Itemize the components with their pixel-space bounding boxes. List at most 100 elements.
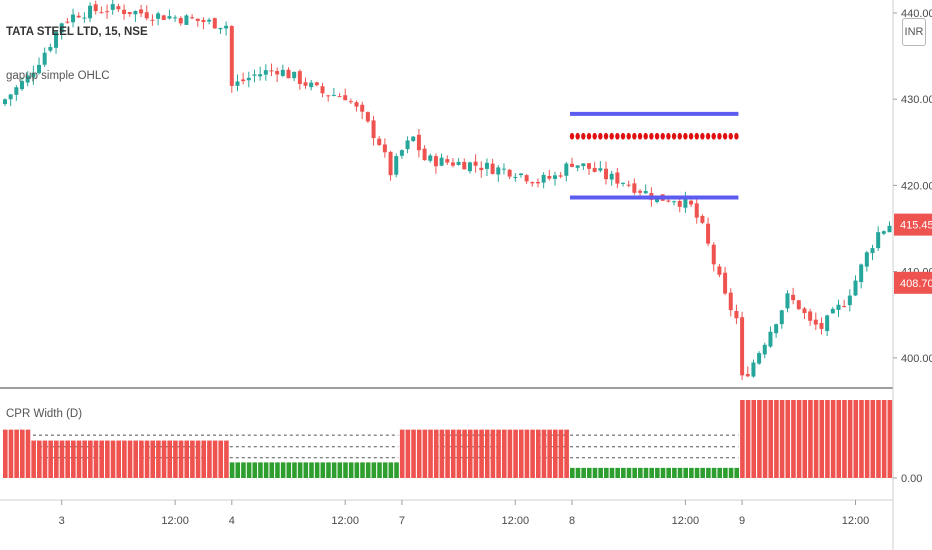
histogram-bar bbox=[570, 467, 575, 478]
histogram-bar bbox=[711, 467, 717, 478]
time-tick-label: 12:00 bbox=[672, 515, 700, 527]
candle bbox=[847, 289, 852, 312]
histogram-bar bbox=[598, 467, 603, 478]
histogram-bar bbox=[184, 440, 190, 478]
histogram-bar bbox=[14, 429, 19, 478]
price-pane[interactable] bbox=[3, 0, 892, 380]
candle bbox=[796, 299, 801, 311]
histogram-bar bbox=[133, 440, 139, 478]
histogram-bar bbox=[819, 400, 825, 478]
histogram-bar bbox=[8, 429, 14, 478]
candle bbox=[541, 172, 546, 189]
histogram-bar bbox=[207, 440, 212, 478]
candle bbox=[88, 2, 93, 23]
histogram-bar bbox=[587, 467, 592, 478]
time-tick-label: 12:00 bbox=[502, 515, 530, 527]
histogram-bar bbox=[740, 400, 745, 478]
histogram-bar bbox=[870, 400, 876, 478]
histogram-bar bbox=[25, 429, 31, 478]
histogram-bar bbox=[394, 462, 399, 478]
histogram-bar bbox=[450, 429, 456, 478]
svg-text:415.45: 415.45 bbox=[900, 220, 932, 232]
candle bbox=[3, 98, 7, 106]
histogram-bar bbox=[76, 440, 82, 478]
histogram-bar bbox=[757, 400, 762, 478]
candle bbox=[518, 172, 523, 178]
candle bbox=[530, 181, 535, 187]
histogram-bar bbox=[31, 440, 36, 478]
candle bbox=[20, 77, 25, 91]
candle bbox=[762, 342, 767, 359]
candle bbox=[252, 69, 257, 83]
candle bbox=[462, 158, 467, 170]
histogram-bar bbox=[65, 440, 70, 478]
candle bbox=[621, 182, 626, 187]
candle bbox=[779, 309, 784, 329]
histogram-bar bbox=[144, 440, 150, 478]
candle bbox=[456, 158, 461, 166]
time-tick-label: 12:00 bbox=[161, 515, 189, 527]
histogram-bar bbox=[42, 440, 48, 478]
candle bbox=[348, 98, 353, 104]
candle bbox=[37, 57, 42, 75]
candle bbox=[740, 311, 745, 380]
histogram-bar bbox=[88, 440, 93, 478]
time-axis[interactable]: 3 12:00 4 12:00 7 12:00 8 12:00 9 12:00 bbox=[0, 499, 893, 527]
histogram-bar bbox=[309, 462, 314, 478]
candle bbox=[139, 4, 144, 18]
histogram-bar bbox=[360, 462, 365, 478]
indicator-pane[interactable] bbox=[3, 400, 893, 478]
candle bbox=[224, 21, 229, 36]
histogram-bar bbox=[717, 467, 723, 478]
candle bbox=[382, 138, 387, 158]
candle bbox=[331, 87, 336, 97]
candle bbox=[479, 161, 484, 178]
histogram-bar bbox=[535, 429, 541, 478]
currency-button[interactable]: INR bbox=[902, 18, 926, 46]
histogram-bar bbox=[388, 462, 394, 478]
histogram-bar bbox=[326, 462, 331, 478]
candle bbox=[558, 172, 563, 179]
histogram-bar bbox=[405, 429, 411, 478]
candle bbox=[280, 64, 285, 78]
histogram-bar bbox=[263, 462, 269, 478]
histogram-bar bbox=[507, 429, 513, 478]
indicator-label-cpr-width[interactable]: CPR Width (D) bbox=[6, 408, 83, 420]
histogram-bar bbox=[530, 429, 535, 478]
candle bbox=[473, 154, 478, 173]
histogram-bar bbox=[331, 462, 337, 478]
histogram-bar bbox=[490, 429, 496, 478]
candle bbox=[808, 308, 813, 326]
histogram-bar bbox=[71, 440, 76, 478]
candle bbox=[161, 14, 166, 21]
price-labels: 415.45 408.70 bbox=[894, 213, 932, 294]
candle bbox=[825, 314, 830, 336]
candle bbox=[609, 170, 614, 186]
candle bbox=[71, 8, 76, 28]
price-tick-label: 420.00 bbox=[901, 180, 932, 192]
candle bbox=[490, 158, 495, 175]
histogram-bar bbox=[473, 429, 479, 478]
candle bbox=[836, 299, 841, 318]
histogram-bar bbox=[672, 467, 677, 478]
candle bbox=[195, 18, 200, 27]
indicator-label-gapup[interactable]: gapup simple OHLC bbox=[6, 70, 110, 82]
histogram-bar bbox=[825, 400, 830, 478]
histogram-bar bbox=[774, 400, 779, 478]
candle bbox=[524, 174, 529, 184]
histogram-bar bbox=[105, 440, 110, 478]
histogram-bar bbox=[609, 467, 615, 478]
histogram-bar bbox=[428, 429, 433, 478]
candle bbox=[785, 290, 790, 313]
candle bbox=[791, 287, 796, 305]
histogram-bar bbox=[127, 440, 133, 478]
candle bbox=[31, 65, 36, 85]
candle bbox=[859, 263, 864, 289]
candle bbox=[14, 85, 19, 101]
histogram-bar bbox=[224, 440, 229, 478]
candle bbox=[700, 214, 705, 225]
candles-layer bbox=[3, 0, 892, 380]
